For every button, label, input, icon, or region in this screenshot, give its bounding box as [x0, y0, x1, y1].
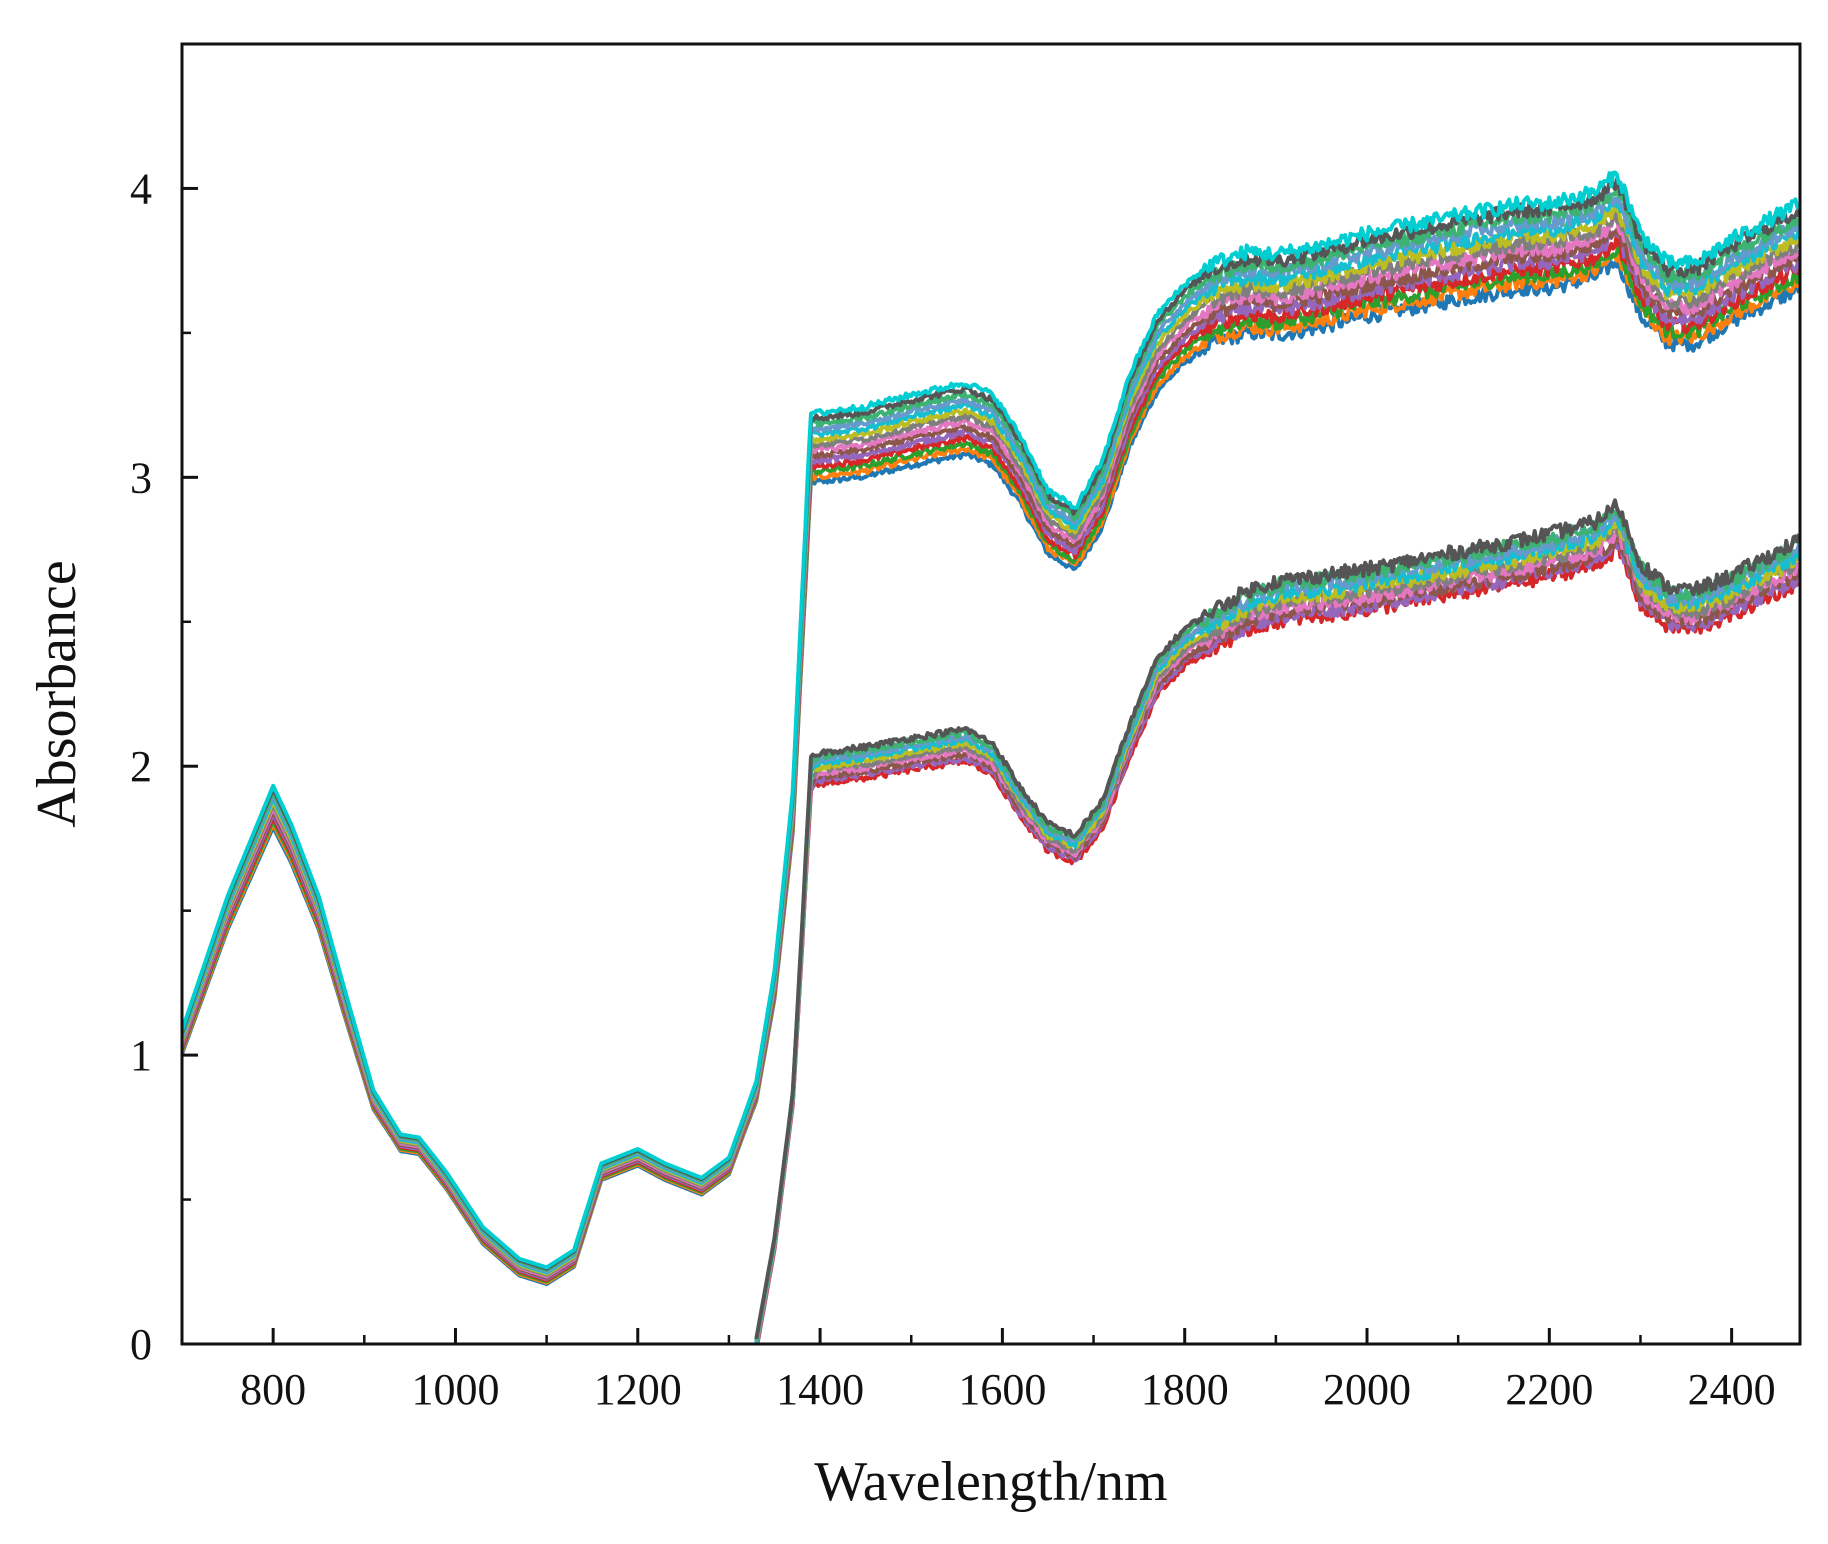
spectrum-line-group-1-9: [182, 205, 1800, 1276]
spectrum-line-group-2-7: [754, 515, 1800, 1344]
x-axis-title: Wavelength/nm: [814, 1451, 1167, 1513]
x-tick-label: 1200: [594, 1365, 682, 1414]
spectrum-line-group-2-1: [755, 541, 1800, 1344]
x-tick-label: 2000: [1323, 1365, 1411, 1414]
axis-ticks-layer: 800 1000 1200 1400 1600 1800 2000 2200 2400 0 1 2 3 4: [130, 42, 1776, 1414]
y-tick-label: 1: [130, 1031, 152, 1080]
x-tick-label: 1400: [776, 1365, 864, 1414]
y-tick-label: 2: [130, 742, 152, 791]
x-tick-label: 1800: [1141, 1365, 1229, 1414]
spectrum-line-group-1-13: [182, 176, 1800, 1271]
x-tick-label: 1600: [958, 1365, 1046, 1414]
x-tick-label: 2200: [1505, 1365, 1593, 1414]
spectrum-line-group-2-6: [754, 515, 1800, 1344]
plot-frame: [180, 42, 1802, 1346]
y-tick-label: 0: [130, 1320, 152, 1369]
spectrum-line-group-2-9: [754, 509, 1800, 1341]
x-tick-label: 2400: [1688, 1365, 1776, 1414]
spectrum-line-group-1-11: [182, 192, 1800, 1274]
y-axis-title: Absorbance: [26, 560, 88, 827]
spectrum-line-group-1-12: [182, 184, 1800, 1272]
spectrum-line-group-2-10: [754, 498, 1800, 1340]
y-tick-label: 4: [130, 164, 152, 213]
y-tick-label: 3: [130, 453, 152, 502]
spectrum-line-group-1-14: [182, 170, 1800, 1270]
spectrum-line-group-2-2: [755, 539, 1800, 1344]
spectrum-line-group-2-5: [754, 523, 1800, 1344]
spectrum-line-group-2-4: [754, 529, 1800, 1344]
spectrum-line-group-2-3: [754, 532, 1800, 1344]
x-tick-label: 800: [240, 1365, 306, 1414]
spectrum-line-group-1-10: [182, 194, 1800, 1275]
spectrum-line-group-2-8: [754, 510, 1800, 1342]
spectra-series-layer: [182, 170, 1800, 1344]
x-tick-label: 1000: [411, 1365, 499, 1414]
